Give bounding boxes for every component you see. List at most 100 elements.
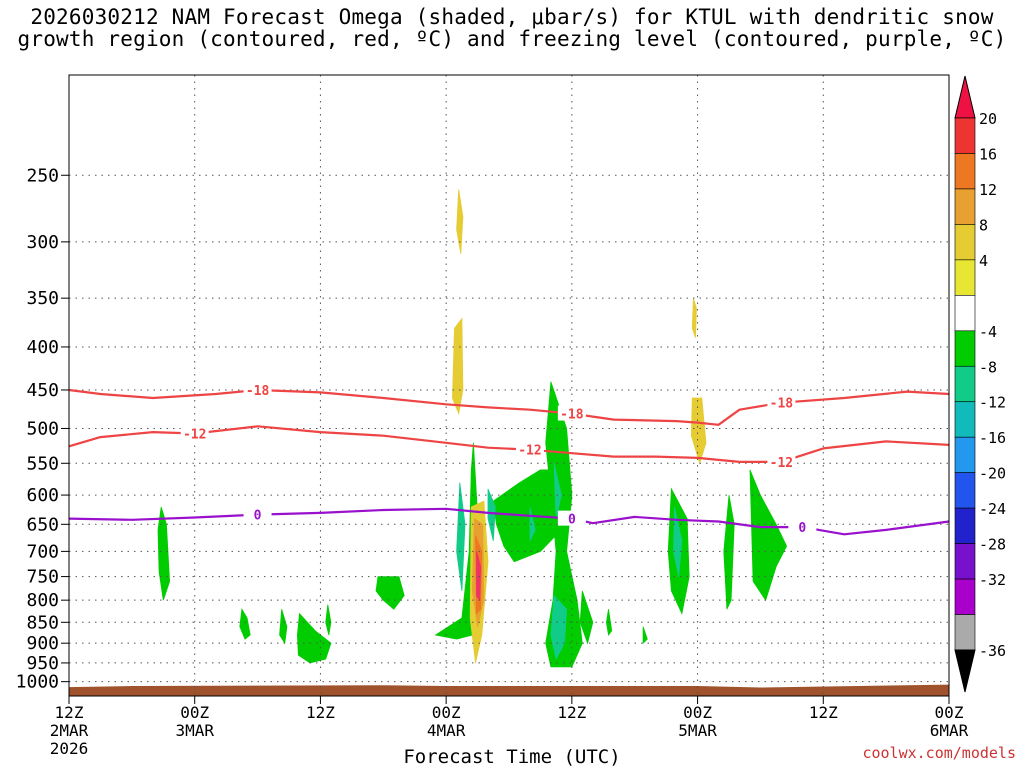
colorbar-label-4: 4 [979, 252, 988, 270]
omega-pos-4-8-area-1 [451, 317, 464, 416]
contour-label-bg--18-1 [557, 405, 586, 421]
omega-neg-4-8-area-11 [642, 626, 648, 645]
plot-frame [68, 74, 950, 697]
y-tick-label-650: 650 [26, 514, 59, 535]
colorbar-cell-4 [954, 259, 976, 296]
omega-neg-4-8-area-3 [296, 612, 332, 664]
contour--18 [68, 388, 950, 426]
colorbar-cell-3 [954, 224, 976, 261]
omega-neg-4-8-area-4 [325, 604, 332, 636]
x-tick-label-60-0: 00Z [683, 703, 712, 722]
y-tick-label-500: 500 [26, 418, 59, 439]
contour-label-0-1: 0 [568, 513, 576, 528]
x-tick-label-0-0: 12Z [55, 703, 84, 722]
x-tick-label-12-0: 00Z [180, 703, 209, 722]
title-line-1: 2026030212 NAM Forecast Omega (shaded, μ… [30, 5, 994, 29]
contour-label--12-1: -12 [518, 444, 541, 459]
colorbar-label-0: 20 [979, 110, 997, 128]
y-tick-label-450: 450 [26, 380, 59, 401]
colorbar-label-1: 16 [979, 145, 997, 163]
omega-pos-4-8-area-0 [456, 189, 464, 254]
pressure-axis: 2503003504004505005506006507007508008509… [16, 165, 69, 693]
contour-label--12-2: -12 [770, 456, 793, 471]
x-tick-label-48-0: 12Z [557, 703, 586, 722]
colorbar-label-6: -8 [979, 358, 997, 376]
omega-neg-8-12-area-0 [456, 482, 466, 591]
colorbar-top-arrow [954, 75, 976, 119]
colorbar-cell-7 [954, 365, 976, 403]
x-tick-label-36-1: 4MAR [427, 721, 466, 740]
contour-label--18-0: -18 [246, 384, 270, 399]
colorbar-cell-2 [954, 188, 976, 225]
ground-area [69, 684, 949, 696]
y-tick-label-700: 700 [26, 541, 59, 562]
colorbar-label-2: 12 [979, 181, 997, 199]
colorbar: 20 16 12 8 4 -4 -8 -12 -16 -20 -24 -28 -32 -36 [954, 75, 1006, 693]
omega-pos-4-8-area-4 [690, 397, 707, 465]
omega-neg-8-12-area-3 [553, 463, 562, 519]
chart-title: 2026030212 NAM Forecast Omega (shaded, μ… [0, 6, 1024, 50]
omega-neg-4-8-area-0 [157, 506, 171, 601]
colorbar-cell-1 [954, 153, 976, 190]
contour-label-bg--12-2 [767, 453, 796, 469]
y-tick-label-350: 350 [26, 288, 59, 309]
omega-neg-8-12-area-5 [673, 506, 683, 577]
colorbar-label-10: -24 [979, 500, 1006, 518]
y-tick-label-250: 250 [26, 165, 59, 186]
colorbar-bottom-arrow [954, 649, 976, 693]
title-line-2: growth region (contoured, red, ºC) and f… [17, 27, 1007, 51]
x-tick-label-24-0: 12Z [306, 703, 335, 722]
colorbar-label-12: -32 [979, 571, 1006, 589]
colorbar-label-8: -16 [979, 429, 1006, 447]
colorbar-label-3: 8 [979, 216, 988, 234]
x-tick-label-0-1: 2MAR [50, 721, 89, 740]
grid-lines [69, 75, 949, 696]
omega-neg-4-8-area-13 [723, 495, 735, 610]
credit-text: coolwx.com/models [862, 744, 1016, 762]
x-tick-label-60-1: 5MAR [678, 721, 717, 740]
contour-label-0-0: 0 [254, 509, 262, 524]
omega-pos-4-8-area-3 [691, 298, 697, 338]
colorbar-cell-8 [954, 401, 976, 438]
y-tick-label-950: 950 [26, 653, 59, 674]
omega-neg-4-8-area-14 [749, 469, 788, 602]
colorbar-label-13: -36 [979, 642, 1006, 660]
omega-neg-4-8-area-6 [434, 442, 481, 640]
contour-label-bg-0-1 [557, 510, 586, 526]
x-tick-label-84-0: 00Z [935, 703, 964, 722]
colorbar-cell-12 [954, 543, 976, 580]
contour-label-bg-0-0 [243, 506, 272, 522]
contour-label-0-2: 0 [798, 521, 806, 536]
omega-neg-8-12-area-4 [550, 594, 568, 661]
contour-label--18-1: -18 [560, 408, 584, 423]
omega-neg-4-8-area-2 [279, 609, 288, 645]
y-tick-label-300: 300 [26, 232, 59, 253]
x-tick-label-12-1: 3MAR [175, 721, 214, 740]
contour-label--12-0: -12 [183, 428, 206, 443]
contour-label-bg--12-1 [515, 441, 544, 457]
colorbar-cell-13 [954, 578, 976, 615]
omega-neg-4-8-area-1 [239, 607, 251, 640]
colorbar-cell-11 [954, 507, 976, 544]
contour-label-bg-0-2 [788, 519, 817, 535]
colorbar-cell-0 [954, 117, 976, 154]
x-tick-label-36-0: 00Z [432, 703, 461, 722]
omega-neg-4-8-area-5 [375, 576, 405, 610]
colorbar-label-11: -28 [979, 536, 1006, 554]
ground-fill [69, 684, 949, 696]
colorbar-cell-14 [954, 614, 976, 651]
y-tick-label-600: 600 [26, 485, 59, 506]
x-tick-label-84-1: 6MAR [930, 721, 969, 740]
colorbar-label-7: -12 [979, 394, 1006, 412]
x-tick-label-0-2: 2026 [50, 739, 89, 758]
colorbar-cell-5 [954, 295, 976, 332]
contour-label-bg--12-0 [180, 425, 209, 441]
y-tick-label-800: 800 [26, 590, 59, 611]
contour-lines: -18 -18 -18 -12 -12 -12 0 0 0 [68, 381, 950, 536]
y-tick-label-550: 550 [26, 453, 59, 474]
contour-label--18-2: -18 [770, 397, 794, 412]
y-tick-label-900: 900 [26, 633, 59, 654]
x-axis-title: Forecast Time (UTC) [403, 746, 621, 768]
